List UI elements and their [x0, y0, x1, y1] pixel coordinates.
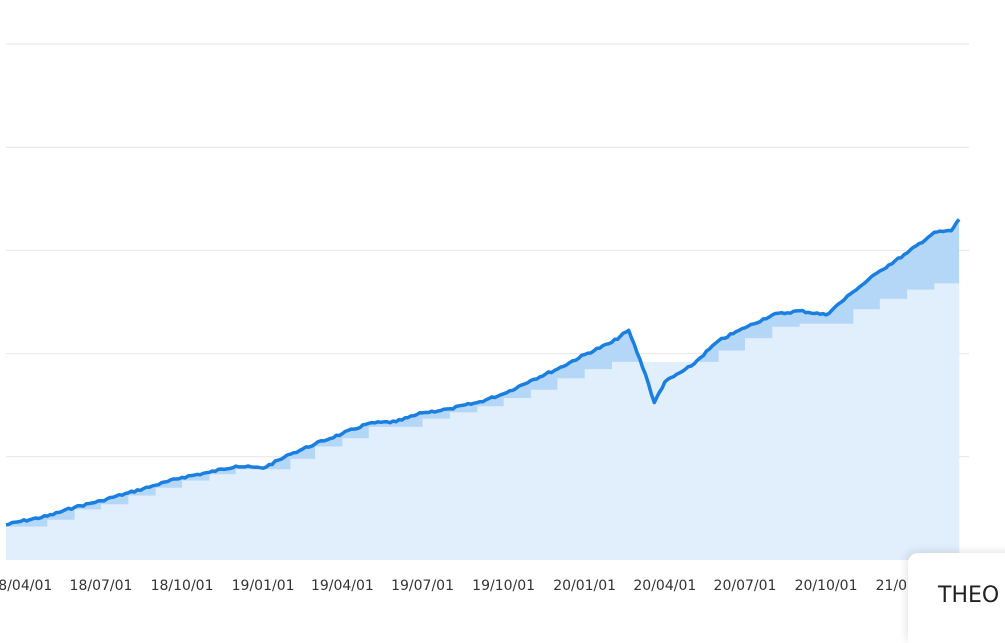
x-tick-label: 18/04/01 — [0, 578, 52, 594]
x-tick-label: 19/04/01 — [311, 578, 374, 594]
x-axis-ticks: 18/04/01 18/07/01 18/10/01 19/01/01 19/04/01… — [0, 578, 939, 594]
x-tick-label: 19/10/01 — [472, 578, 535, 594]
series-line-main — [5, 218, 961, 527]
x-tick-label: 20/04/01 — [633, 578, 696, 594]
overlay-card-label: THEO — [938, 583, 1000, 608]
x-tick-label: 19/01/01 — [232, 578, 295, 594]
x-tick-label: 19/07/01 — [391, 578, 454, 594]
x-tick-label: 20/10/01 — [795, 578, 858, 594]
x-tick-label: 20/01/01 — [553, 578, 616, 594]
series-area-base — [6, 282, 960, 560]
x-tick-label: 18/10/01 — [151, 578, 214, 594]
x-tick-label: 18/07/01 — [70, 578, 133, 594]
overlay-card[interactable]: THEO — [908, 553, 1005, 643]
x-tick-label: 20/07/01 — [714, 578, 777, 594]
